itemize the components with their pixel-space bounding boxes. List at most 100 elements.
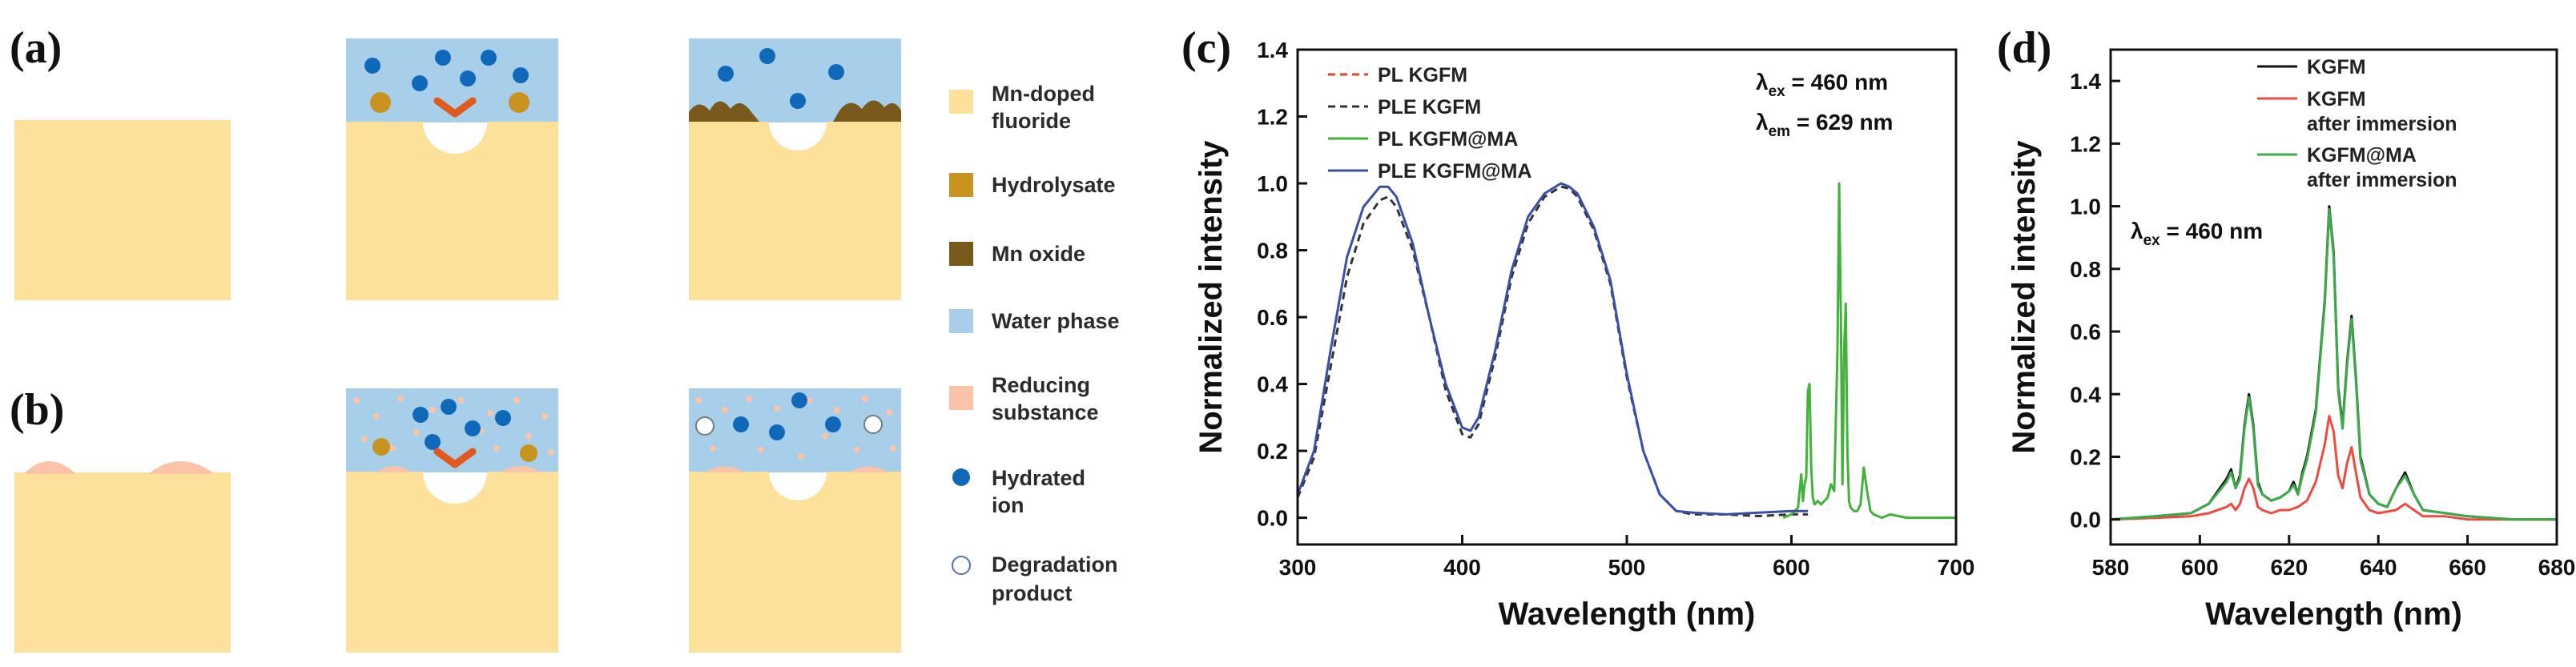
- y-axis-title: Normalized intensity: [2006, 140, 2042, 454]
- chart-c: 300 400 500 600 700 0.0 0.2 0.4 0.6 0.8 1.0 1.2 1.4 W…: [1193, 38, 1974, 632]
- hydrolysate-particle: [509, 92, 529, 113]
- hydrated-ion-icon: [769, 424, 785, 440]
- x-tick-label: 620: [2270, 555, 2308, 580]
- legend-label: Mn oxide: [992, 242, 1085, 266]
- y-tick-label: 1.2: [2070, 131, 2101, 156]
- y-tick-label: 0.8: [1257, 239, 1288, 263]
- hydrated-ion-icon: [481, 50, 497, 66]
- hydrated-ion-icon: [413, 407, 429, 423]
- hydrated-ion-icon: [733, 416, 749, 432]
- hydrated-ion-icon: [435, 50, 451, 66]
- hydrated-ion-icon: [828, 64, 844, 80]
- panel-label-a: (a): [10, 23, 62, 73]
- legend-label: fluoride: [992, 109, 1071, 133]
- legend-label: KGFM: [2307, 88, 2366, 110]
- legend-label: PL KGFM@MA: [1378, 128, 1518, 151]
- y-axis-title: Normalized intensity: [1193, 140, 1229, 454]
- reducing-substance-patch: [24, 461, 76, 474]
- x-axis-title: Wavelength (nm): [1499, 597, 1756, 632]
- x-tick-label: 640: [2360, 555, 2397, 580]
- legend-label: product: [992, 581, 1073, 605]
- hydrolysate-particle: [520, 444, 537, 462]
- plot-frame: [2109, 48, 2558, 546]
- hydrated-ion-icon: [425, 434, 441, 450]
- legend-label: Hydrated: [992, 466, 1085, 490]
- panel-label-b: (b): [10, 385, 64, 435]
- mn-oxide-layer: [833, 100, 901, 122]
- x-tick-label: 600: [2181, 555, 2219, 580]
- fluoride-block-a1: [14, 120, 231, 300]
- series-line-2: [1782, 182, 1956, 520]
- legend-label: after immersion: [2307, 113, 2457, 135]
- panel-label-c: (c): [1181, 23, 1231, 73]
- legend-label: PL KGFM: [1378, 64, 1467, 86]
- legend-label: Degradation: [992, 552, 1118, 577]
- legend-label: Hydrolysate: [992, 173, 1116, 197]
- panel-label-d: (d): [1997, 23, 2051, 73]
- hydrated-ion-icon: [513, 67, 529, 83]
- hydrated-ion-icon: [441, 399, 457, 415]
- y-tick-label: 1.0: [2070, 195, 2101, 219]
- x-tick-label: 400: [1443, 555, 1481, 580]
- hydrolysate-particle: [372, 438, 390, 456]
- reducing-substance-patch: [148, 461, 215, 474]
- schematic-legend: Mn-doped fluoride Hydrolysate Mn oxide W…: [949, 82, 1120, 605]
- hydrated-ion-icon: [790, 93, 806, 109]
- y-tick-label: 1.4: [2070, 69, 2101, 94]
- y-tick-label: 0.2: [2070, 444, 2101, 469]
- legend-label: KGFM@MA: [2307, 144, 2417, 167]
- x-tick-label: 300: [1279, 555, 1317, 580]
- y-tick-label: 0.6: [1257, 305, 1288, 330]
- legend-label: Mn-doped: [992, 82, 1095, 106]
- mn-oxide-swatch: [949, 242, 973, 266]
- y-tick-label: 0.8: [2070, 257, 2101, 282]
- legend-label: KGFM: [2307, 56, 2366, 78]
- x-tick-label: 500: [1608, 555, 1646, 580]
- series-line-1: [2110, 415, 2557, 521]
- legend-label: substance: [992, 400, 1099, 424]
- y-tick-label: 0.4: [2070, 382, 2101, 407]
- x-axis-title: Wavelength (nm): [2205, 597, 2462, 632]
- series-line-2: [2110, 208, 2557, 521]
- hydrated-ion-icon: [364, 58, 380, 74]
- hydrated-ion-icon: [465, 420, 481, 436]
- hydrated-ion-icon: [759, 48, 775, 64]
- hydrolysate-swatch: [949, 173, 973, 197]
- chart-d: 580 600 620 640 660 680 0.0 0.2 0.4 0.6 0.8 1.0 1.2 1…: [2006, 48, 2575, 632]
- reaction-arrow-icon: [433, 97, 477, 118]
- y-tick-label: 0.2: [1257, 439, 1288, 464]
- y-tick-label: 0.4: [1257, 372, 1288, 397]
- y-tick-label: 0.0: [1257, 506, 1288, 531]
- series-line-3: [1296, 182, 1809, 516]
- mn-oxide-layer: [689, 101, 759, 122]
- legend-label: after immersion: [2307, 169, 2457, 191]
- fluoride-swatch: [949, 90, 973, 114]
- reaction-arrow-icon: [433, 448, 477, 468]
- legend-label: Reducing: [992, 373, 1090, 397]
- x-tick-label: 660: [2449, 555, 2486, 580]
- y-tick-label: 1.0: [1257, 171, 1288, 196]
- y-tick-label: 1.4: [1257, 38, 1288, 62]
- hydrated-ion-icon: [718, 66, 734, 82]
- schematic-b1: [14, 461, 231, 653]
- hydrated-ion-icon: [460, 70, 476, 86]
- schematic-b2: [346, 388, 558, 653]
- y-tick-label: 1.2: [1257, 105, 1288, 130]
- excitation-label: λem = 629 nm: [1756, 110, 1893, 140]
- degradation-product-icon: [863, 415, 883, 434]
- legend-label: PLE KGFM@MA: [1378, 160, 1532, 183]
- hydrated-ion-icon: [791, 392, 807, 408]
- excitation-label: λex = 460 nm: [2131, 219, 2263, 249]
- series-line-1: [1296, 185, 1809, 517]
- legend-label: Water phase: [992, 309, 1120, 333]
- schematic-a3: [689, 38, 901, 300]
- reducing-substance-swatch: [949, 386, 973, 410]
- hydrated-ion-icon: [952, 468, 970, 486]
- x-tick-label: 700: [1938, 555, 1975, 580]
- hydrated-ion-icon: [412, 75, 428, 91]
- excitation-label: λex = 460 nm: [1756, 70, 1888, 100]
- schematic-b3: [689, 388, 901, 653]
- y-tick-label: 0.6: [2070, 319, 2101, 344]
- hydrated-ion-icon: [825, 416, 841, 432]
